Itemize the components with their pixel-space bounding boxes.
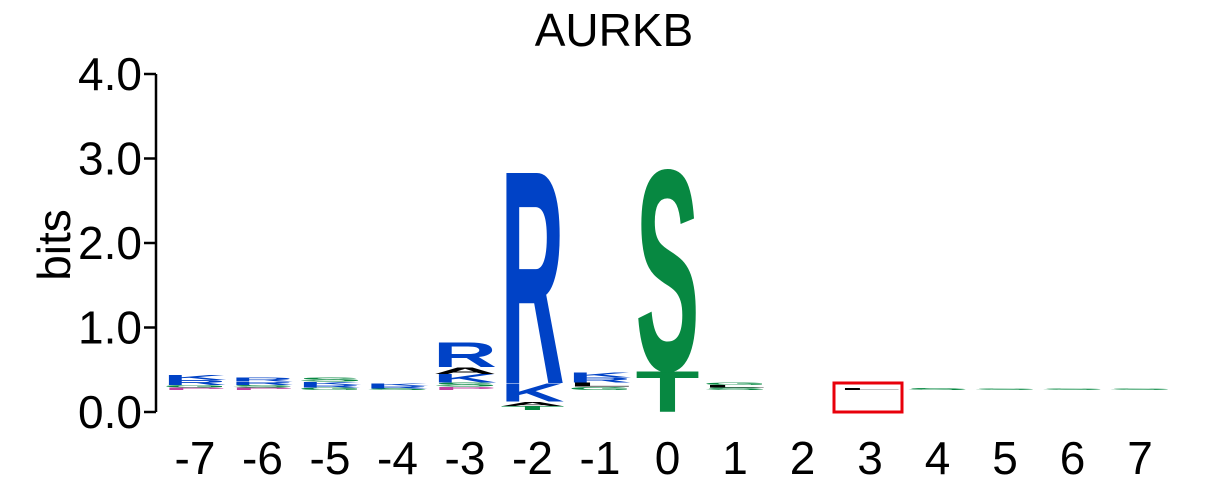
x-tick-label: 6 bbox=[1060, 432, 1086, 484]
x-tick-label: -4 bbox=[377, 432, 418, 484]
x-tick-label: 2 bbox=[790, 432, 816, 484]
x-tick-label: 3 bbox=[857, 432, 883, 484]
logo-letter-s: S bbox=[298, 376, 362, 383]
x-tick-label: -6 bbox=[242, 432, 283, 484]
x-tick-label: 1 bbox=[722, 432, 748, 484]
logo-letter-g: G bbox=[703, 382, 767, 386]
logo-letter-s: S bbox=[636, 111, 700, 432]
x-tick-label: 0 bbox=[655, 432, 681, 484]
x-axis: -7 -6 -5 -4 -3 -2 -1 0 1 2 3 4 5 6 7 bbox=[175, 432, 1153, 484]
x-tick-label: 4 bbox=[925, 432, 951, 484]
x-tick-label: -1 bbox=[580, 432, 621, 484]
x-tick-label: -7 bbox=[175, 432, 216, 484]
y-axis: 0.0 1.0 2.0 3.0 4.0 bbox=[78, 48, 156, 438]
x-tick-label: 7 bbox=[1127, 432, 1153, 484]
y-tick-label: 3.0 bbox=[78, 133, 142, 185]
logo-letter-s: S bbox=[1108, 389, 1172, 391]
y-axis-label: bits bbox=[28, 209, 80, 281]
logo-letter-k: K bbox=[163, 374, 227, 382]
y-tick-label: 4.0 bbox=[78, 48, 142, 100]
logo-letter-r: R bbox=[501, 107, 565, 448]
logo-letter-k: K bbox=[568, 371, 632, 379]
y-tick-label: 2.0 bbox=[78, 217, 142, 269]
logo-letter-s: S bbox=[1041, 389, 1105, 391]
logo-letter-r: R bbox=[433, 336, 497, 375]
logo-letter-k: K bbox=[366, 383, 430, 387]
y-tick-label: 0.0 bbox=[78, 386, 142, 438]
logo-letter-s: S bbox=[906, 388, 970, 391]
x-tick-label: -3 bbox=[445, 432, 486, 484]
chart-title: AURKB bbox=[535, 4, 693, 56]
logo-letter-s: S bbox=[973, 389, 1037, 391]
logo-letter-l: L bbox=[838, 388, 902, 391]
logo-letter-r: R bbox=[231, 376, 295, 383]
x-tick-label: -2 bbox=[512, 432, 553, 484]
y-tick-label: 1.0 bbox=[78, 302, 142, 354]
x-tick-label: -5 bbox=[310, 432, 351, 484]
x-tick-label: 5 bbox=[992, 432, 1018, 484]
